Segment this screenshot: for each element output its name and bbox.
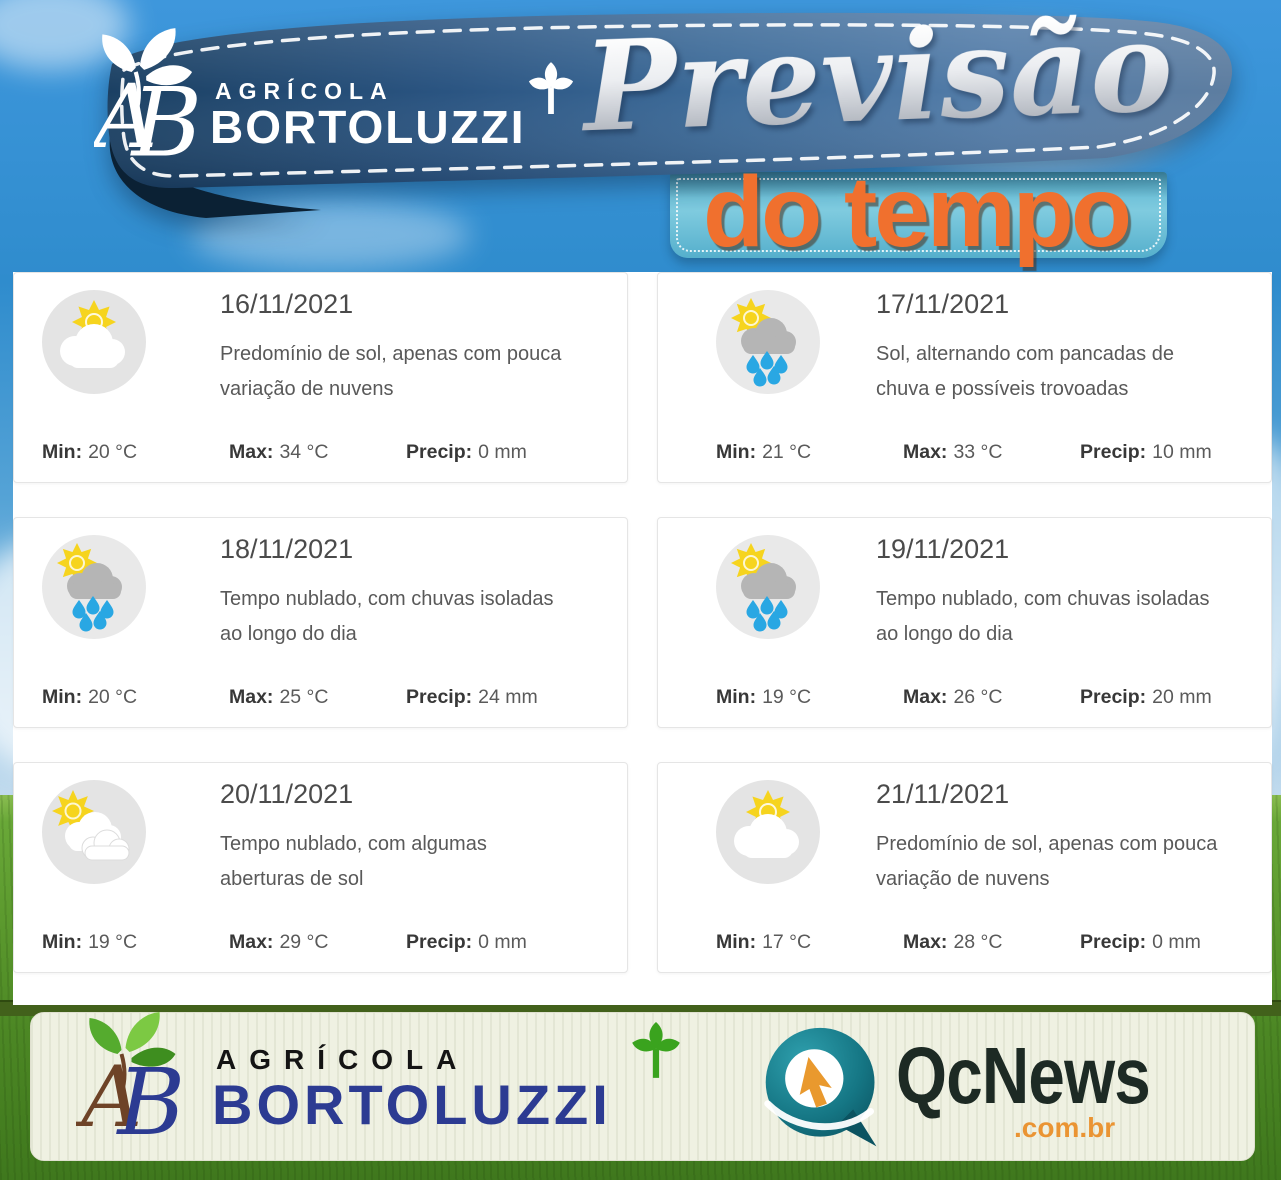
- title-ribbon: [107, 12, 1233, 218]
- plant-icon: [527, 62, 575, 116]
- forecast-date: 18/11/2021: [220, 534, 354, 564]
- monogram-letter-a: A: [76, 1048, 142, 1146]
- qcnews-bubble-icon: [764, 1027, 877, 1147]
- forecast-description: Predomínio de sol, apenas com pouca vari…: [876, 833, 1218, 890]
- min-temp: Min: 17 °C: [716, 931, 812, 953]
- forecast-stats: Min: 17 °C Max: 28 °C Precip: 0 mm: [658, 931, 1271, 954]
- ab-monogram-logo: A B: [94, 28, 203, 170]
- monogram-letter-b: B: [130, 66, 203, 170]
- forecast-description: Tempo nublado, com chuvas isoladas ao lo…: [220, 588, 554, 645]
- min-temp: Min: 21 °C: [716, 441, 812, 463]
- max-temp: Max: 33 °C: [903, 441, 1003, 463]
- forecast-stats: Min: 19 °C Max: 26 °C Precip: 20 mm: [658, 686, 1271, 709]
- forecast-card: 20/11/2021 Tempo nublado, com algumas ab…: [13, 762, 628, 973]
- forecast-description: Predomínio de sol, apenas com pouca vari…: [220, 343, 562, 400]
- sun-rain-icon: [715, 534, 821, 640]
- page-title: Previsão: [576, 0, 1180, 160]
- forecast-date: 21/11/2021: [876, 779, 1010, 809]
- forecast-date: 16/11/2021: [220, 289, 354, 319]
- footer-brand-line1: AGRÍCOLA: [216, 1044, 470, 1075]
- monogram-letter-b: B: [116, 1049, 186, 1148]
- forecast-card-grid: 16/11/2021 Predomínio de sol, apenas com…: [13, 272, 1272, 973]
- forecast-card: 17/11/2021 Sol, alternando com pancadas …: [657, 272, 1272, 483]
- page-subtitle: do tempo: [703, 156, 1132, 268]
- precipitation: Precip: 0 mm: [406, 931, 527, 953]
- forecast-date: 17/11/2021: [876, 289, 1010, 319]
- precipitation: Precip: 10 mm: [1080, 441, 1212, 463]
- brand-name-line2: BORTOLUZZI: [210, 101, 526, 153]
- sun-behind-cloud-icon: [41, 289, 147, 395]
- max-temp: Max: 25 °C: [229, 686, 329, 708]
- monogram-letter-a: A: [94, 66, 157, 168]
- forecast-card: 19/11/2021 Tempo nublado, com chuvas iso…: [657, 517, 1272, 728]
- qcnews-wordmark: QcNews: [896, 1031, 1151, 1120]
- forecast-card: 16/11/2021 Predomínio de sol, apenas com…: [13, 272, 628, 483]
- forecast-date: 19/11/2021: [876, 534, 1010, 564]
- sun-two-clouds-icon: [41, 779, 147, 885]
- precipitation: Precip: 24 mm: [406, 686, 538, 708]
- forecast-description: Tempo nublado, com chuvas isoladas ao lo…: [876, 588, 1210, 645]
- max-temp: Max: 26 °C: [903, 686, 1003, 708]
- footer-brand-line2: BORTOLUZZI: [212, 1073, 612, 1136]
- max-temp: Max: 29 °C: [229, 931, 329, 953]
- qcnews-domain: .com.br: [1014, 1112, 1116, 1143]
- brand-name-line1: AGRÍCOLA: [215, 78, 394, 104]
- precipitation: Precip: 0 mm: [1080, 931, 1201, 953]
- forecast-description: Tempo nublado, com algumas aberturas de …: [220, 833, 487, 890]
- sun-rain-icon: [41, 534, 147, 640]
- forecast-date: 20/11/2021: [220, 779, 354, 809]
- min-temp: Min: 19 °C: [42, 931, 138, 953]
- forecast-description: Sol, alternando com pancadas de chuva e …: [876, 343, 1174, 400]
- forecast-stats: Min: 19 °C Max: 29 °C Precip: 0 mm: [14, 931, 627, 954]
- forecast-card: 18/11/2021 Tempo nublado, com chuvas iso…: [13, 517, 628, 728]
- min-temp: Min: 19 °C: [716, 686, 812, 708]
- plant-icon: [630, 1022, 682, 1080]
- precipitation: Precip: 0 mm: [406, 441, 527, 463]
- min-temp: Min: 20 °C: [42, 441, 138, 463]
- min-temp: Min: 20 °C: [42, 686, 138, 708]
- precipitation: Precip: 20 mm: [1080, 686, 1212, 708]
- max-temp: Max: 28 °C: [903, 931, 1003, 953]
- forecast-section: 16/11/2021 Predomínio de sol, apenas com…: [13, 272, 1272, 1005]
- sun-behind-cloud-icon: [715, 779, 821, 885]
- footer-panel: [30, 1012, 1255, 1161]
- subtitle-ribbon: [670, 172, 1167, 258]
- ab-monogram-logo-footer: A B: [76, 1012, 186, 1148]
- forecast-card: 21/11/2021 Predomínio de sol, apenas com…: [657, 762, 1272, 973]
- sun-rain-icon: [715, 289, 821, 395]
- max-temp: Max: 34 °C: [229, 441, 329, 463]
- forecast-stats: Min: 20 °C Max: 34 °C Precip: 0 mm: [14, 441, 627, 464]
- forecast-stats: Min: 21 °C Max: 33 °C Precip: 10 mm: [658, 441, 1271, 464]
- forecast-stats: Min: 20 °C Max: 25 °C Precip: 24 mm: [14, 686, 627, 709]
